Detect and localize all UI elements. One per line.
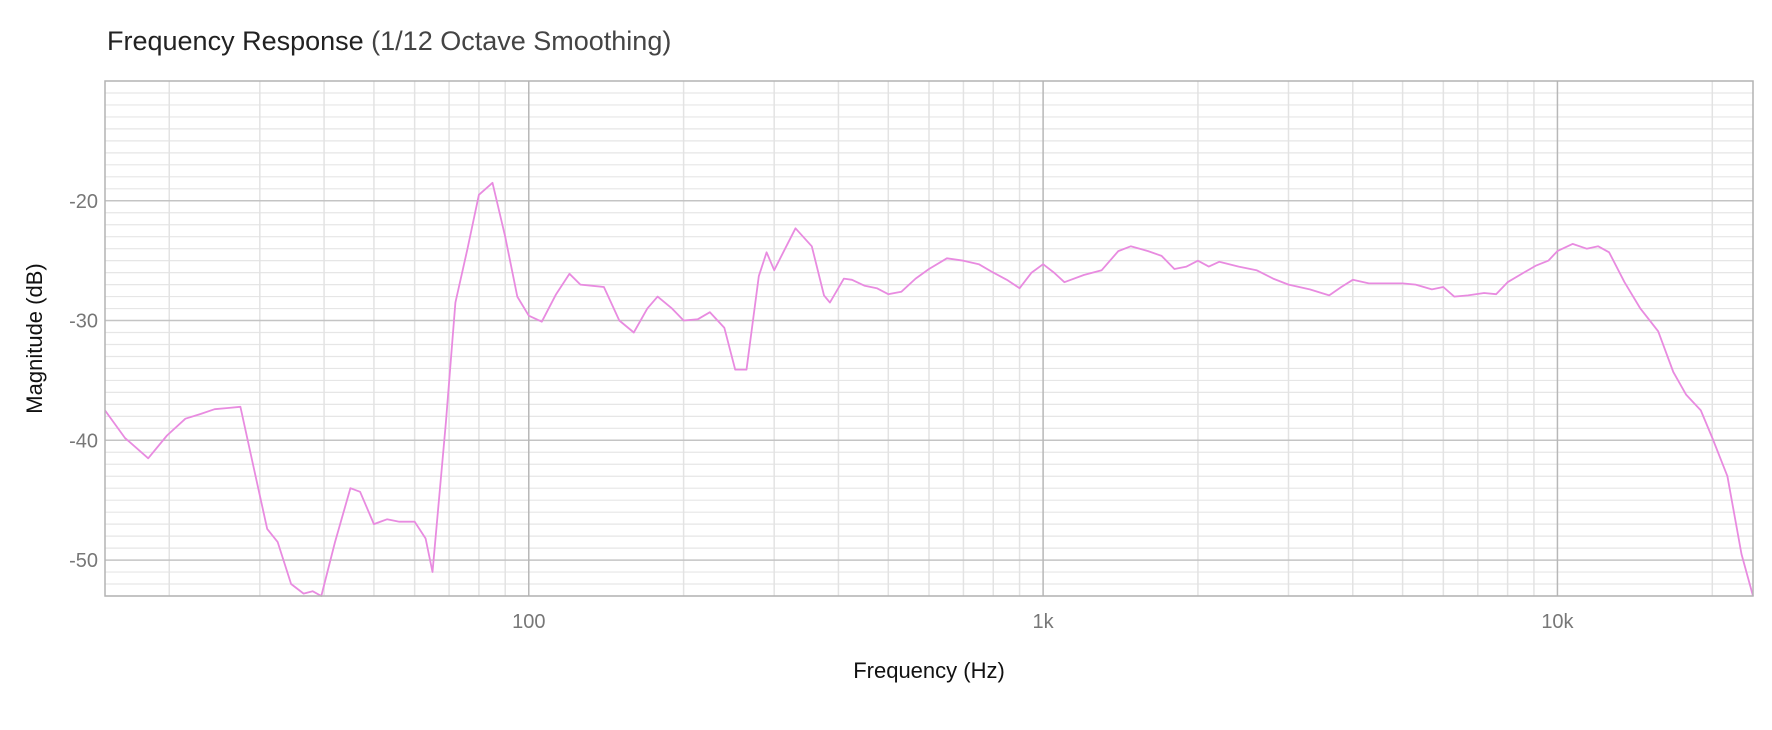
chart-title-main: Frequency Response [107,26,364,56]
y-tick-label: -30 [69,311,98,333]
x-axis-label: Frequency (Hz) [853,658,1005,683]
y-tick-label: -20 [69,191,98,213]
y-tick-label: -40 [69,430,98,452]
series-layer [104,181,1754,597]
major-grid [105,81,1753,596]
plot-frame [104,80,1754,597]
chart-title: Frequency Response (1/12 Octave Smoothin… [107,26,671,57]
y-tick-labels: -20 -30 -40 -50 [69,191,98,572]
x-tick-label: 100 [512,611,545,633]
chart-subtitle: (1/12 Octave Smoothing) [371,26,672,56]
x-tick-labels: 100 1k 10k [512,611,1574,633]
minor-grid [105,81,1753,597]
series-line-0 [104,181,1754,597]
x-tick-label: 1k [1033,611,1055,633]
y-tick-label: -50 [69,550,98,572]
x-tick-label: 10k [1541,611,1574,633]
y-axis-label: Magnitude (dB) [22,263,47,413]
